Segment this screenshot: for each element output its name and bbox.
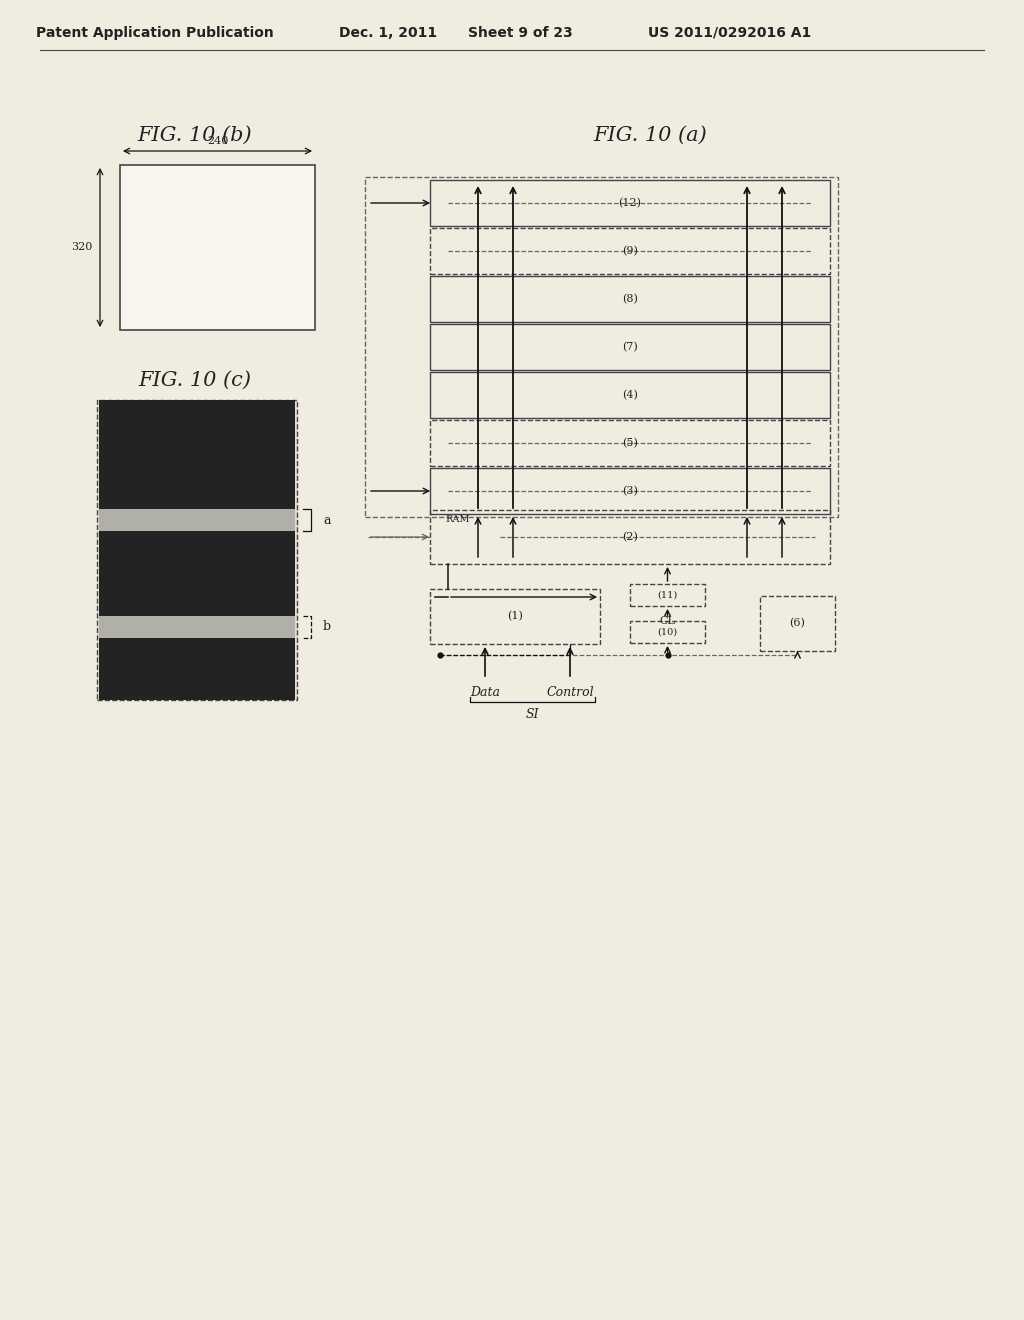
Text: FIG. 10 (b): FIG. 10 (b) xyxy=(137,125,252,144)
Bar xyxy=(430,469,830,513)
Text: (9): (9) xyxy=(622,246,638,256)
Bar xyxy=(430,589,600,644)
Bar xyxy=(430,510,830,564)
Text: (4): (4) xyxy=(622,389,638,400)
Bar xyxy=(630,583,705,606)
Bar xyxy=(99,510,295,531)
Bar xyxy=(430,228,830,275)
Bar xyxy=(99,531,295,616)
Text: a: a xyxy=(323,513,331,527)
Bar xyxy=(430,420,830,466)
Text: SI: SI xyxy=(525,708,540,721)
Text: CL: CL xyxy=(659,616,676,626)
Bar xyxy=(630,620,705,643)
Text: (7): (7) xyxy=(623,342,638,352)
Text: 240: 240 xyxy=(207,136,228,147)
Text: RAM: RAM xyxy=(445,516,470,524)
Bar xyxy=(99,400,295,510)
Bar xyxy=(430,323,830,370)
Text: 320: 320 xyxy=(72,243,93,252)
Text: (12): (12) xyxy=(618,198,641,209)
Text: FIG. 10 (a): FIG. 10 (a) xyxy=(593,125,707,144)
Bar xyxy=(430,276,830,322)
Bar xyxy=(97,400,297,700)
Text: (8): (8) xyxy=(622,294,638,304)
Bar xyxy=(365,177,838,517)
Text: (6): (6) xyxy=(790,618,806,628)
Text: (1): (1) xyxy=(507,611,523,622)
Text: US 2011/0292016 A1: US 2011/0292016 A1 xyxy=(648,26,812,40)
Text: (11): (11) xyxy=(657,590,678,599)
Bar xyxy=(430,372,830,418)
Text: Control: Control xyxy=(546,685,594,698)
Text: (2): (2) xyxy=(622,532,638,543)
Bar xyxy=(120,165,315,330)
Text: (3): (3) xyxy=(622,486,638,496)
Bar xyxy=(760,597,835,651)
Text: (10): (10) xyxy=(657,627,678,636)
Text: Data: Data xyxy=(470,685,500,698)
Text: (5): (5) xyxy=(622,438,638,449)
Bar xyxy=(99,616,295,638)
Bar xyxy=(430,180,830,226)
Text: Patent Application Publication: Patent Application Publication xyxy=(36,26,273,40)
Text: Sheet 9 of 23: Sheet 9 of 23 xyxy=(468,26,572,40)
Text: FIG. 10 (c): FIG. 10 (c) xyxy=(138,371,252,389)
Text: b: b xyxy=(323,620,331,634)
Bar xyxy=(99,638,295,700)
Text: Dec. 1, 2011: Dec. 1, 2011 xyxy=(339,26,437,40)
